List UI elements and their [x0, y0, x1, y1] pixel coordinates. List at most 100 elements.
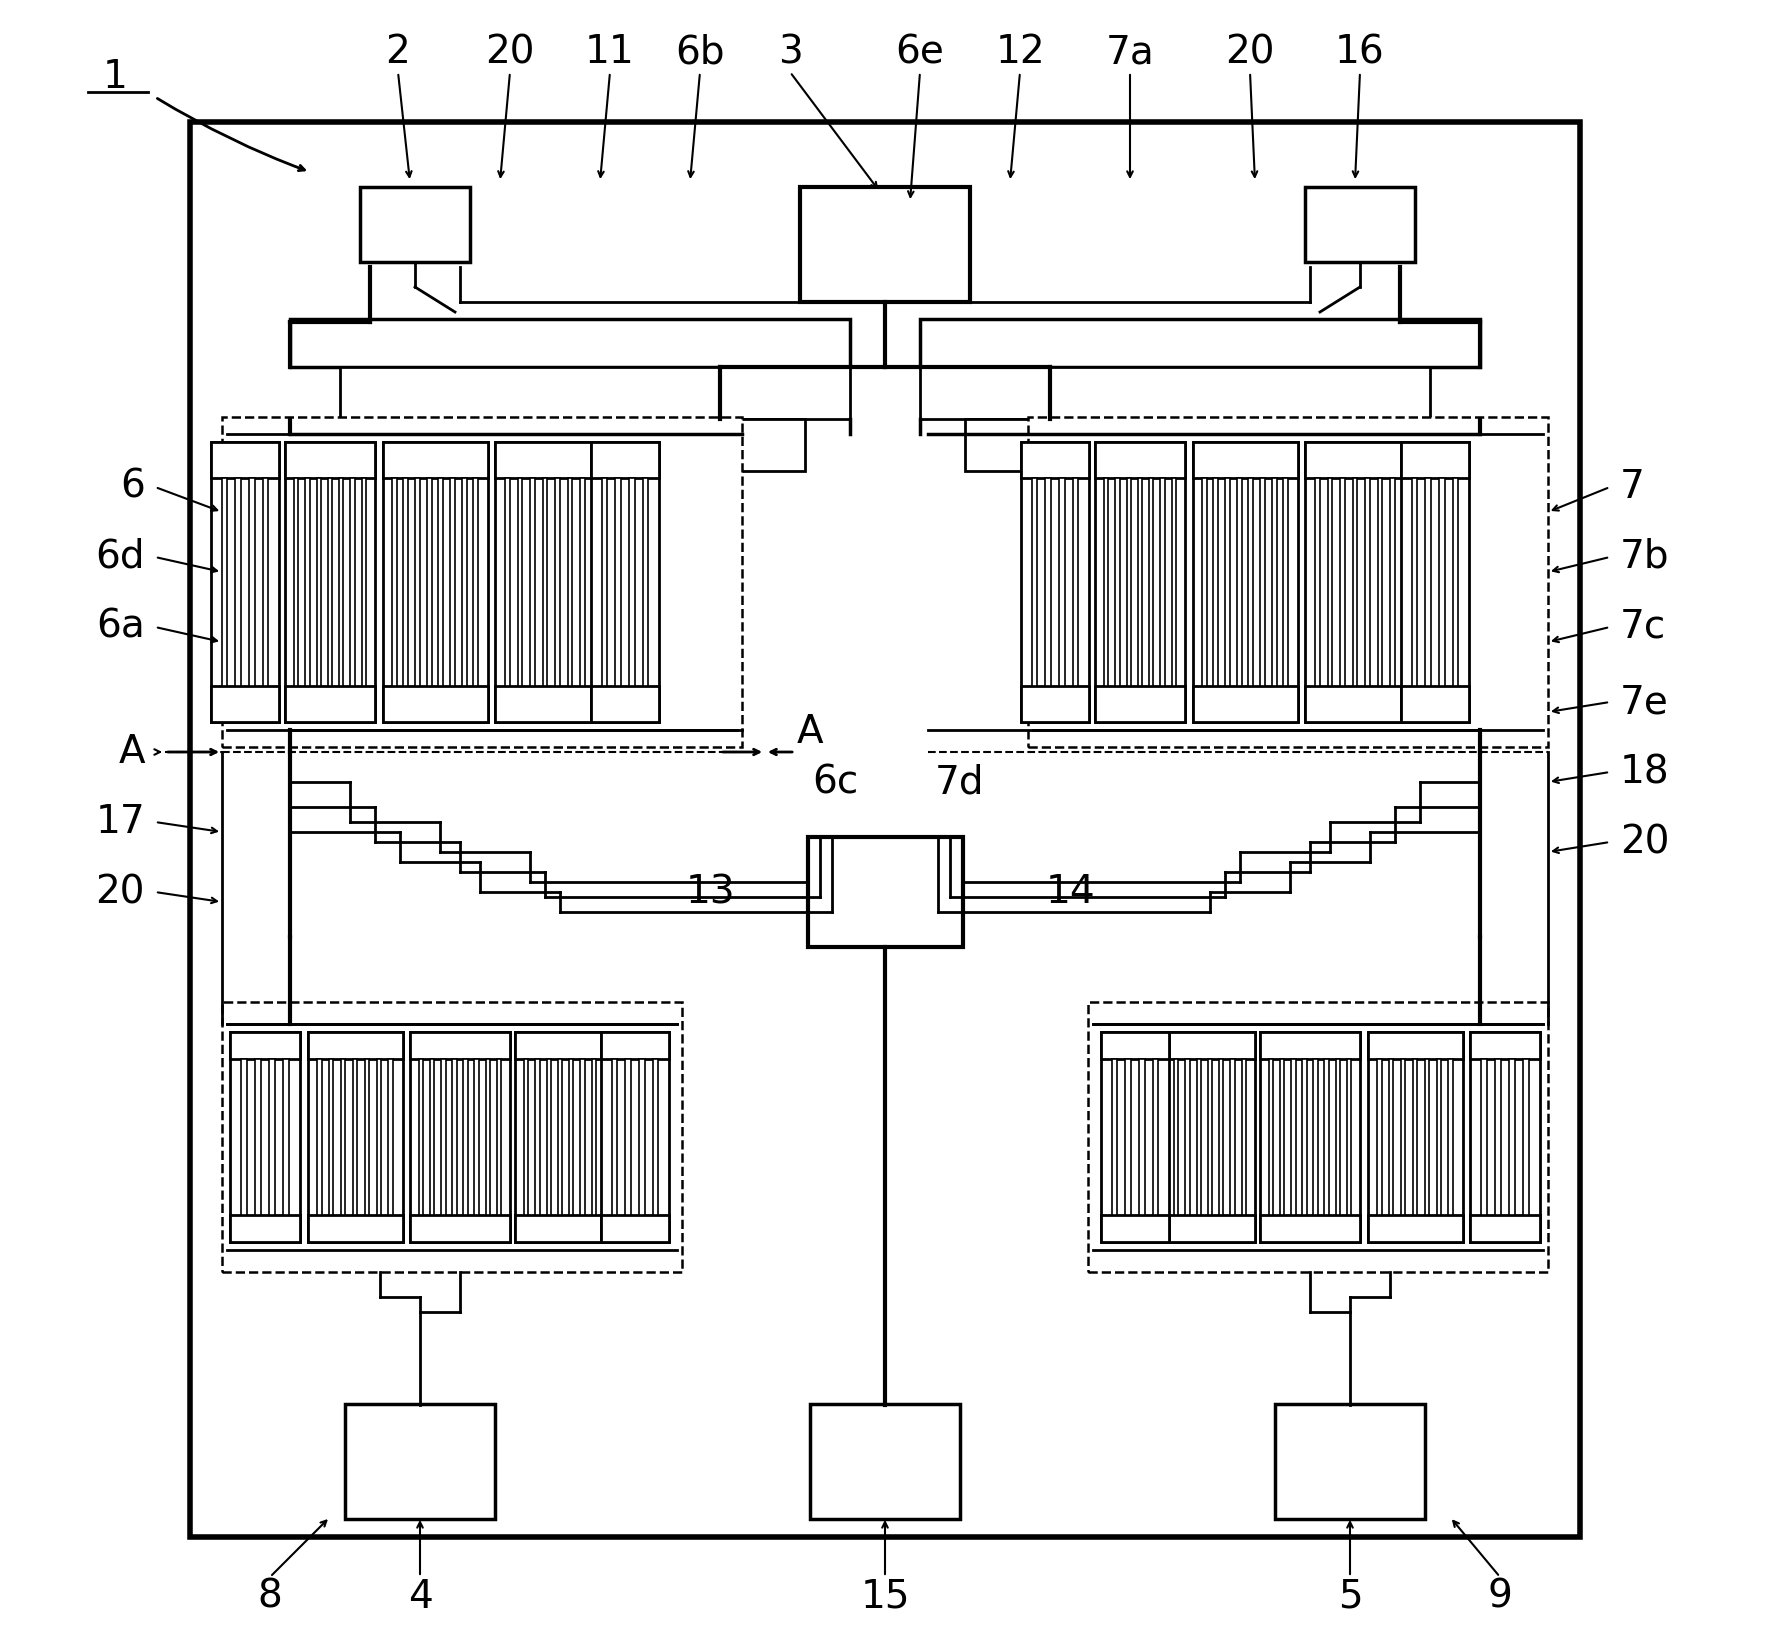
Text: A: A	[796, 714, 823, 752]
Bar	[262, 479, 267, 686]
Bar	[515, 1032, 605, 1242]
Bar	[1248, 479, 1253, 686]
Bar	[1021, 443, 1089, 722]
Bar	[591, 1059, 596, 1214]
Text: 6c: 6c	[812, 763, 858, 801]
Bar	[1237, 479, 1241, 686]
Bar	[1127, 479, 1131, 686]
Bar	[1197, 1059, 1200, 1214]
Bar	[800, 187, 970, 302]
Bar	[464, 1059, 467, 1214]
Bar	[1304, 187, 1414, 263]
Bar	[643, 479, 648, 686]
Bar	[473, 479, 478, 686]
Bar	[1453, 479, 1458, 686]
Bar	[290, 319, 850, 367]
Bar	[419, 1059, 423, 1214]
Bar	[1021, 443, 1089, 479]
Bar	[350, 479, 354, 686]
Bar	[515, 1214, 605, 1242]
Bar	[1172, 479, 1175, 686]
Bar	[1471, 1032, 1540, 1059]
Bar	[340, 367, 850, 420]
Bar	[1328, 479, 1333, 686]
Bar	[342, 1059, 345, 1214]
Text: 20: 20	[485, 33, 535, 71]
Bar	[1104, 479, 1108, 686]
Bar	[1046, 479, 1051, 686]
Bar	[1402, 443, 1469, 722]
Bar	[920, 367, 1430, 420]
Bar	[524, 1059, 527, 1214]
Bar	[365, 1059, 368, 1214]
Bar	[1315, 479, 1320, 686]
Bar	[1096, 686, 1184, 722]
Bar	[285, 443, 375, 479]
Bar	[1096, 443, 1184, 722]
Text: 15: 15	[860, 1578, 910, 1616]
Bar	[920, 319, 1480, 367]
Bar	[1524, 1059, 1529, 1214]
Text: 6a: 6a	[96, 608, 145, 646]
Bar	[497, 1059, 501, 1214]
Bar	[558, 1059, 563, 1214]
Bar	[965, 420, 1384, 471]
Bar	[1214, 479, 1218, 686]
Bar	[1389, 479, 1395, 686]
Text: 9: 9	[1487, 1578, 1512, 1616]
Bar	[1347, 1059, 1351, 1214]
Bar	[485, 1059, 490, 1214]
Bar	[382, 686, 487, 722]
Bar	[602, 1032, 669, 1059]
Bar	[547, 1059, 550, 1214]
Bar	[1230, 1059, 1234, 1214]
Bar	[391, 479, 396, 686]
Bar	[382, 443, 487, 722]
Bar	[1304, 686, 1405, 722]
Bar	[451, 1059, 457, 1214]
Bar	[230, 1214, 299, 1242]
Bar	[602, 1214, 669, 1242]
Bar	[1152, 1059, 1158, 1214]
Bar	[1280, 1059, 1285, 1214]
Bar	[531, 479, 535, 686]
Bar	[230, 1032, 299, 1059]
Bar	[628, 479, 634, 686]
Text: 8: 8	[258, 1578, 283, 1616]
Text: 12: 12	[995, 33, 1044, 71]
Bar	[581, 1059, 584, 1214]
Bar	[1448, 1059, 1453, 1214]
Bar	[1510, 1059, 1515, 1214]
Bar	[1471, 1214, 1540, 1242]
Text: 7a: 7a	[1106, 33, 1154, 71]
Bar	[591, 443, 658, 722]
Text: 7: 7	[1620, 468, 1644, 506]
Text: 16: 16	[1335, 33, 1384, 71]
Bar	[1207, 1059, 1212, 1214]
Bar	[308, 1032, 402, 1242]
Bar	[411, 1032, 510, 1242]
Bar	[602, 1032, 669, 1242]
Bar	[1220, 1059, 1223, 1214]
Bar	[327, 479, 333, 686]
Bar	[612, 1059, 618, 1214]
Bar	[1402, 443, 1469, 479]
Bar	[474, 1059, 480, 1214]
Bar	[308, 1032, 402, 1059]
Text: 2: 2	[386, 33, 411, 71]
Text: 17: 17	[96, 803, 145, 841]
Bar	[1377, 479, 1382, 686]
Bar	[515, 1032, 605, 1059]
Text: 6b: 6b	[674, 33, 724, 71]
Bar	[430, 1059, 434, 1214]
Bar	[1058, 479, 1064, 686]
Bar	[1140, 1059, 1145, 1214]
Bar	[1193, 686, 1297, 722]
Text: 18: 18	[1620, 753, 1669, 791]
Bar	[1165, 1214, 1255, 1242]
Bar	[211, 443, 280, 722]
Bar	[602, 479, 607, 686]
Bar	[519, 479, 522, 686]
Bar	[450, 479, 455, 686]
Bar	[1402, 1059, 1405, 1214]
